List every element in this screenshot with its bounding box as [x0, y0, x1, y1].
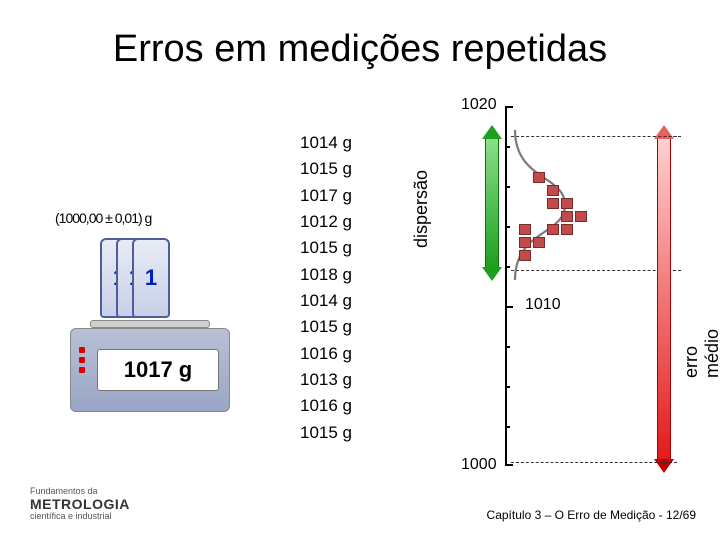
y-axis [505, 106, 507, 464]
footer-page-ref: Capítulo 3 – O Erro de Medição - 12/69 [487, 508, 696, 522]
y-label-1000: 1000 [461, 456, 497, 474]
y-tick-minor [505, 386, 510, 388]
data-bar [533, 237, 545, 248]
data-bar [561, 198, 573, 209]
data-bar [547, 224, 559, 235]
y-tick-minor [505, 346, 510, 348]
data-bar [519, 250, 531, 261]
nominal-mass-label: (1000,00 ± 0,01) g [55, 210, 151, 226]
measurement-item: 1015 g [300, 156, 352, 182]
erro-medio-label: erro médio [681, 329, 720, 378]
scale-base: 1017 g [70, 328, 230, 412]
y-tick-1010 [505, 306, 513, 308]
measurement-item: 1018 g [300, 262, 352, 288]
data-bar [547, 198, 559, 209]
measurement-item: 1015 g [300, 314, 352, 340]
dispersion-label: dispersão [411, 170, 432, 248]
y-tick-minor [505, 426, 510, 428]
scale-display: 1017 g [97, 349, 219, 391]
data-bar [533, 172, 545, 183]
data-bar [561, 224, 573, 235]
y-tick-1020 [505, 106, 513, 108]
measurement-list: 1014 g 1015 g 1017 g 1012 g 1015 g 1018 … [300, 130, 352, 446]
distribution-chart: 1020 1010 1000 dispersão erro médio [395, 96, 685, 476]
page-title: Erros em medições repetidas [0, 28, 720, 71]
measurement-item: 1012 g [300, 209, 352, 235]
scale-illustration: 1 1 1 1017 g [70, 232, 230, 324]
data-bar [561, 211, 573, 222]
erro-top-dash [653, 136, 677, 137]
y-tick-1000 [505, 464, 513, 466]
scale-platter [90, 320, 210, 328]
weight-3-label: 1 [145, 265, 157, 291]
y-label-1020: 1020 [461, 96, 497, 114]
scale-led-dots [79, 343, 89, 377]
dispersion-arrow [485, 136, 499, 270]
y-label-1010: 1010 [525, 296, 561, 314]
footer-small-2: científica e industrial [30, 512, 130, 522]
measurement-item: 1015 g [300, 420, 352, 446]
measurement-item: 1016 g [300, 393, 352, 419]
measurement-item: 1017 g [300, 183, 352, 209]
data-bar [575, 211, 587, 222]
erro-medio-arrow [657, 136, 671, 462]
data-bar [519, 224, 531, 235]
footer-brand-big: METROLOGIA [30, 497, 130, 512]
measurement-item: 1014 g [300, 288, 352, 314]
erro-bottom-dash [511, 462, 677, 463]
measurement-item: 1014 g [300, 130, 352, 156]
measurement-item: 1016 g [300, 341, 352, 367]
weight-3: 1 [132, 238, 170, 318]
weights-group: 1 1 1 [100, 238, 170, 318]
data-bar [547, 185, 559, 196]
measurement-item: 1015 g [300, 235, 352, 261]
data-bar [519, 237, 531, 248]
measurement-item: 1013 g [300, 367, 352, 393]
footer-brand: Fundamentos da METROLOGIA científica e i… [30, 487, 130, 522]
